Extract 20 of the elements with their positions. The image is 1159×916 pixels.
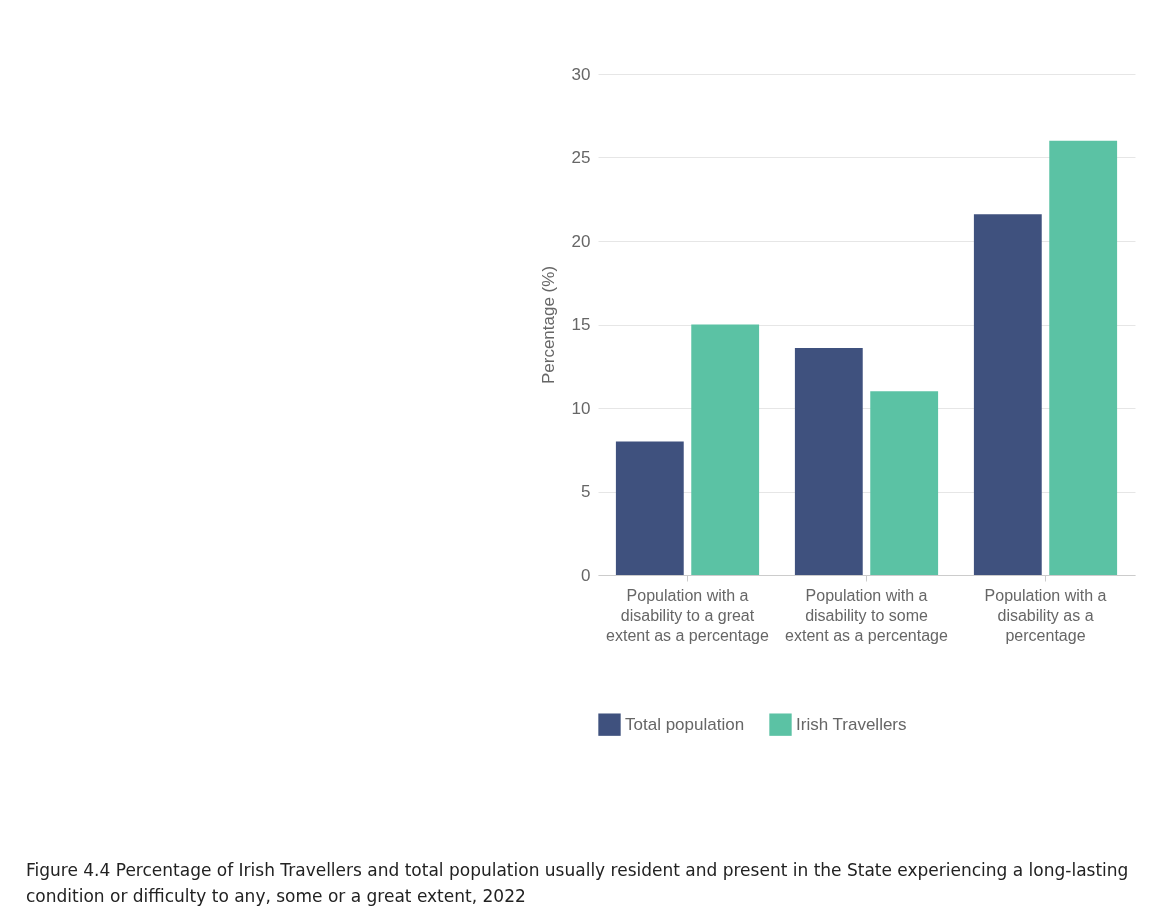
bar <box>794 347 863 575</box>
caption: Figure 4.4 Percentage of Irish Travellers and total population usually resident and present in the State experiencing a long-lasting condition or difficulty to any, some or a great extent, 2022 <box>26 859 1130 908</box>
y-axis-title: Percentage (%) <box>538 265 558 385</box>
bar <box>691 324 760 575</box>
legend-label: Irish Travellers <box>796 714 907 734</box>
bar <box>1049 140 1118 575</box>
y-tick-label: 25 <box>571 148 591 167</box>
y-tick-label: 10 <box>571 398 591 418</box>
legend-label: Total population <box>625 714 745 734</box>
bar <box>870 391 939 575</box>
y-tick-label: 0 <box>581 565 591 585</box>
x-tick-label: Population with a disability to a great extent as a percentage <box>606 586 769 644</box>
x-tick-label: Population with a disability to some extent as a percentage <box>785 586 948 644</box>
bar <box>615 441 684 575</box>
x-tick-label: Population with a disability as a percentage <box>984 586 1107 644</box>
y-tick-label: 15 <box>571 315 591 334</box>
y-tick-label: 30 <box>571 64 591 84</box>
bar <box>973 214 1042 575</box>
y-tick-label: 5 <box>581 482 591 501</box>
y-tick-label: 20 <box>571 231 591 251</box>
